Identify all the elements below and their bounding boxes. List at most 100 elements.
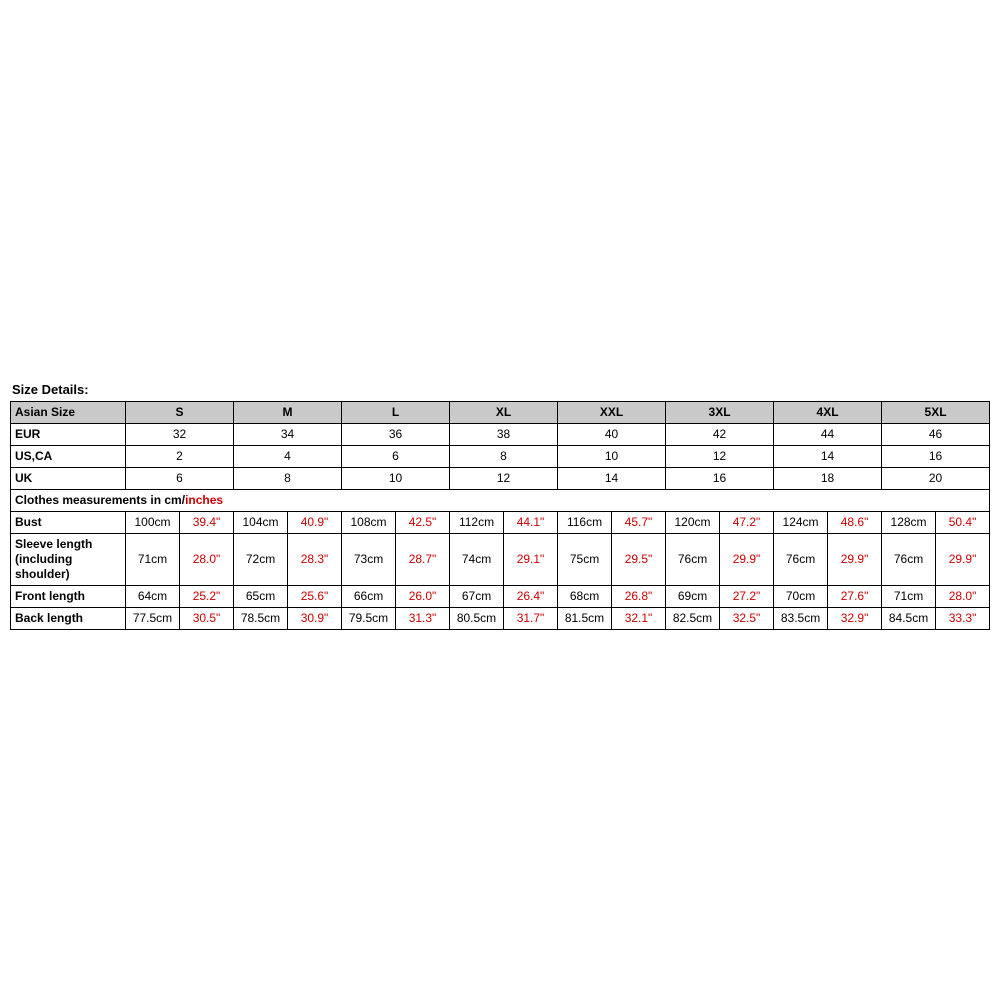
inch-cell: 28.0" <box>936 586 990 608</box>
row-label: Back length <box>11 608 126 630</box>
inch-cell: 29.9" <box>936 534 990 586</box>
inch-cell: 50.4" <box>936 512 990 534</box>
conversion-cell: 8 <box>234 468 342 490</box>
inch-cell: 31.3" <box>396 608 450 630</box>
cm-cell: 79.5cm <box>342 608 396 630</box>
cm-cell: 77.5cm <box>126 608 180 630</box>
size-header: 5XL <box>882 402 990 424</box>
inch-cell: 25.6" <box>288 586 342 608</box>
inch-cell: 29.1" <box>504 534 558 586</box>
inch-cell: 26.0" <box>396 586 450 608</box>
inch-cell: 31.7" <box>504 608 558 630</box>
cm-cell: 112cm <box>450 512 504 534</box>
cm-cell: 81.5cm <box>558 608 612 630</box>
inch-cell: 42.5" <box>396 512 450 534</box>
inch-cell: 26.8" <box>612 586 666 608</box>
conversion-cell: 6 <box>126 468 234 490</box>
row-label: US,CA <box>11 446 126 468</box>
size-chart: Size Details: Asian SizeSMLXLXXL3XL4XL5X… <box>10 382 990 630</box>
cm-cell: 72cm <box>234 534 288 586</box>
inch-cell: 30.5" <box>180 608 234 630</box>
size-header: 3XL <box>666 402 774 424</box>
measurements-header-row: Clothes measurements in cm/inches <box>11 490 990 512</box>
cm-cell: 116cm <box>558 512 612 534</box>
cm-cell: 80.5cm <box>450 608 504 630</box>
inch-cell: 29.5" <box>612 534 666 586</box>
cm-cell: 104cm <box>234 512 288 534</box>
conversion-cell: 46 <box>882 424 990 446</box>
measurements-header-prefix: Clothes measurements in cm/ <box>15 493 185 507</box>
inch-cell: 27.2" <box>720 586 774 608</box>
inch-cell: 48.6" <box>828 512 882 534</box>
size-header: XXL <box>558 402 666 424</box>
row-label: EUR <box>11 424 126 446</box>
header-row: Asian SizeSMLXLXXL3XL4XL5XL <box>11 402 990 424</box>
measurement-row: Back length77.5cm30.5"78.5cm30.9"79.5cm3… <box>11 608 990 630</box>
conversion-cell: 16 <box>666 468 774 490</box>
inch-cell: 45.7" <box>612 512 666 534</box>
inch-cell: 32.9" <box>828 608 882 630</box>
cm-cell: 76cm <box>774 534 828 586</box>
size-table: Asian SizeSMLXLXXL3XL4XL5XLEUR3234363840… <box>10 401 990 630</box>
row-label: Front length <box>11 586 126 608</box>
cm-cell: 82.5cm <box>666 608 720 630</box>
inch-cell: 47.2" <box>720 512 774 534</box>
inch-cell: 29.9" <box>828 534 882 586</box>
conversion-cell: 32 <box>126 424 234 446</box>
cm-cell: 78.5cm <box>234 608 288 630</box>
inch-cell: 28.7" <box>396 534 450 586</box>
size-header: 4XL <box>774 402 882 424</box>
row-label: Bust <box>11 512 126 534</box>
measurement-row: Bust100cm39.4"104cm40.9"108cm42.5"112cm4… <box>11 512 990 534</box>
conversion-row: UK68101214161820 <box>11 468 990 490</box>
cm-cell: 70cm <box>774 586 828 608</box>
conversion-cell: 14 <box>558 468 666 490</box>
inch-cell: 32.5" <box>720 608 774 630</box>
measurement-row: Front length64cm25.2"65cm25.6"66cm26.0"6… <box>11 586 990 608</box>
conversion-cell: 18 <box>774 468 882 490</box>
cm-cell: 76cm <box>666 534 720 586</box>
header-label: Asian Size <box>11 402 126 424</box>
conversion-cell: 8 <box>450 446 558 468</box>
inch-cell: 27.6" <box>828 586 882 608</box>
size-header: L <box>342 402 450 424</box>
cm-cell: 69cm <box>666 586 720 608</box>
size-header: M <box>234 402 342 424</box>
inch-cell: 40.9" <box>288 512 342 534</box>
measurement-row: Sleeve length (including shoulder)71cm28… <box>11 534 990 586</box>
conversion-cell: 14 <box>774 446 882 468</box>
cm-cell: 66cm <box>342 586 396 608</box>
cm-cell: 68cm <box>558 586 612 608</box>
inch-cell: 30.9" <box>288 608 342 630</box>
inch-cell: 28.0" <box>180 534 234 586</box>
size-header: XL <box>450 402 558 424</box>
cm-cell: 74cm <box>450 534 504 586</box>
conversion-cell: 6 <box>342 446 450 468</box>
conversion-cell: 20 <box>882 468 990 490</box>
cm-cell: 71cm <box>126 534 180 586</box>
cm-cell: 128cm <box>882 512 936 534</box>
chart-title: Size Details: <box>10 382 990 397</box>
cm-cell: 100cm <box>126 512 180 534</box>
cm-cell: 73cm <box>342 534 396 586</box>
inch-cell: 25.2" <box>180 586 234 608</box>
conversion-cell: 34 <box>234 424 342 446</box>
cm-cell: 76cm <box>882 534 936 586</box>
inch-cell: 28.3" <box>288 534 342 586</box>
conversion-cell: 10 <box>342 468 450 490</box>
cm-cell: 120cm <box>666 512 720 534</box>
conversion-cell: 36 <box>342 424 450 446</box>
conversion-row: EUR3234363840424446 <box>11 424 990 446</box>
inch-cell: 33.3" <box>936 608 990 630</box>
conversion-cell: 2 <box>126 446 234 468</box>
conversion-cell: 4 <box>234 446 342 468</box>
conversion-row: US,CA246810121416 <box>11 446 990 468</box>
conversion-cell: 44 <box>774 424 882 446</box>
size-header: S <box>126 402 234 424</box>
conversion-cell: 10 <box>558 446 666 468</box>
cm-cell: 67cm <box>450 586 504 608</box>
row-label: UK <box>11 468 126 490</box>
cm-cell: 84.5cm <box>882 608 936 630</box>
inch-cell: 26.4" <box>504 586 558 608</box>
conversion-cell: 40 <box>558 424 666 446</box>
